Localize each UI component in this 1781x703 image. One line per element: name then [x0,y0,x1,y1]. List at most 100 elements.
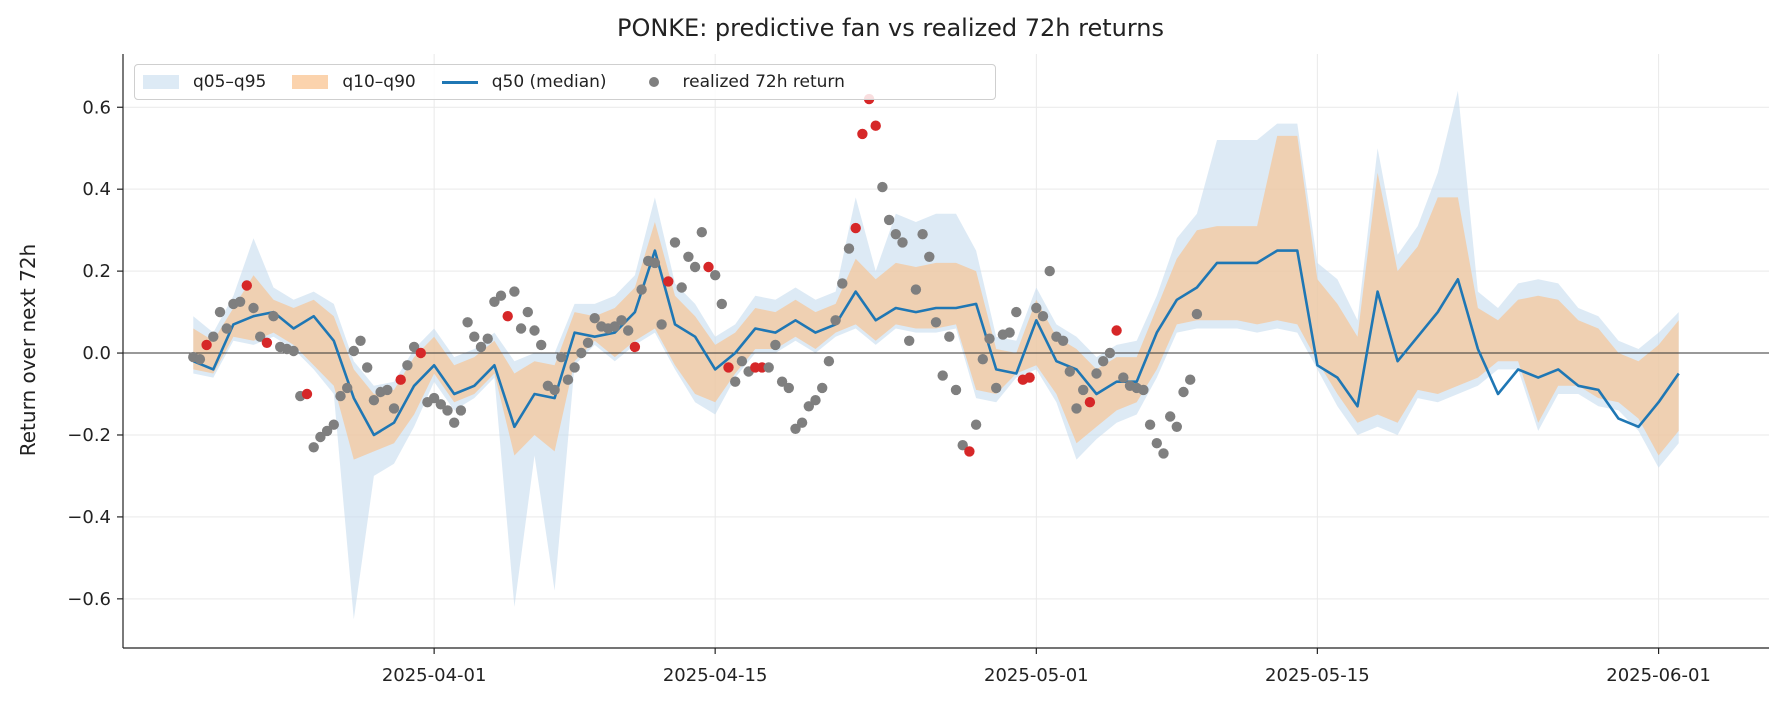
realized-point-25 [355,335,366,346]
realized-point-50 [522,306,533,318]
realized-point-75 [689,261,701,273]
realized-point-47 [502,311,513,322]
realized-point-115 [957,440,968,451]
legend-swatch-median [441,80,478,84]
realized-point-145 [1158,448,1169,459]
realized-point-63 [609,321,620,332]
realized-point-131 [1064,366,1076,377]
realized-point-149 [1185,374,1196,385]
realized-point-117 [970,419,982,430]
y-tick-label-6: 0.6 [82,97,111,118]
realized-point-17 [301,388,313,400]
realized-point-86 [763,362,774,373]
realized-point-105 [890,229,901,240]
realized-point-127 [1037,311,1049,322]
realized-point-51 [529,325,540,336]
realized-point-119 [984,333,995,344]
realized-point-48 [509,286,520,297]
realized-point-70 [656,319,667,330]
realized-point-46 [495,290,507,301]
realized-point-7 [234,296,246,307]
x-tick-label-4: 2025-06-01 [1606,665,1711,686]
realized-point-139 [1118,372,1129,383]
legend-item-points: realized 72h return [633,72,845,92]
legend-swatch-outer-band [143,75,179,89]
legend-item-inner-band: q10–q90 [292,72,416,92]
realized-point-126 [1031,302,1042,314]
realized-point-111 [930,317,942,328]
realized-point-2 [201,339,212,351]
realized-point-94 [817,382,828,394]
realized-point-56 [562,374,574,385]
realized-point-132 [1071,403,1082,414]
median-line [192,249,1680,437]
realized-point-79 [716,298,727,310]
realized-point-44 [482,333,493,344]
x-tick-label-3: 2025-05-15 [1265,665,1370,686]
realized-point-76 [696,227,707,238]
legend-item-median: q50 (median) [441,72,607,92]
realized-point-93 [810,395,821,406]
realized-point-60 [589,313,600,324]
realized-point-71 [663,276,674,287]
legend-item-outer-band: q05–q95 [143,72,266,92]
realized-point-147 [1171,421,1183,432]
realized-point-49 [515,323,527,334]
realized-point-107 [904,335,915,346]
realized-point-29 [382,384,393,396]
realized-point-87 [770,339,781,351]
realized-point-9 [248,302,259,314]
realized-point-114 [950,384,962,396]
realized-point-112 [937,370,948,381]
realized-point-123 [1011,306,1022,318]
realized-point-97 [837,278,848,289]
realized-point-130 [1057,335,1069,346]
legend-swatch-inner-band [292,75,329,89]
y-tick-label-2: −0.2 [67,425,111,446]
realized-point-1 [194,354,206,365]
realized-point-99 [850,222,861,234]
realized-point-122 [1004,327,1015,338]
realized-point-57 [569,362,580,373]
realized-point-88 [776,376,788,387]
realized-point-143 [1144,419,1156,430]
realized-point-142 [1138,384,1149,396]
realized-point-15 [288,345,299,357]
realized-point-45 [489,296,500,307]
realized-point-137 [1104,347,1116,359]
realized-point-58 [576,347,587,359]
y-tick-label-5: 0.4 [82,179,111,200]
realized-point-98 [843,243,855,254]
realized-point-69 [649,257,661,269]
x-tick-label-2: 2025-05-01 [984,665,1089,686]
y-tick-label-0: −0.6 [67,589,111,610]
realized-point-138 [1111,325,1122,336]
realized-point-80 [723,362,734,373]
realized-point-66 [629,341,641,353]
realized-point-37 [435,399,446,410]
realized-point-113 [944,331,955,342]
realized-point-65 [623,325,634,336]
realized-point-33 [408,341,420,353]
realized-point-90 [790,423,801,434]
realized-point-52 [536,339,547,351]
realized-point-148 [1178,386,1189,398]
legend-swatch-points [648,77,659,87]
realized-point-109 [917,229,928,240]
realized-point-64 [616,315,627,326]
realized-point-106 [897,237,908,248]
y-tick-label-3: 0.0 [82,343,111,364]
realized-point-81 [730,376,741,387]
realized-point-11 [261,337,273,348]
realized-point-103 [877,181,888,193]
y-tick-label-4: 0.2 [82,261,111,282]
realized-point-26 [362,362,373,373]
realized-point-134 [1084,397,1096,408]
realized-point-12 [268,311,279,322]
realized-point-82 [736,356,748,367]
realized-point-96 [830,315,841,326]
realized-point-31 [395,374,406,385]
realized-point-108 [910,284,922,295]
realized-point-36 [428,392,440,404]
